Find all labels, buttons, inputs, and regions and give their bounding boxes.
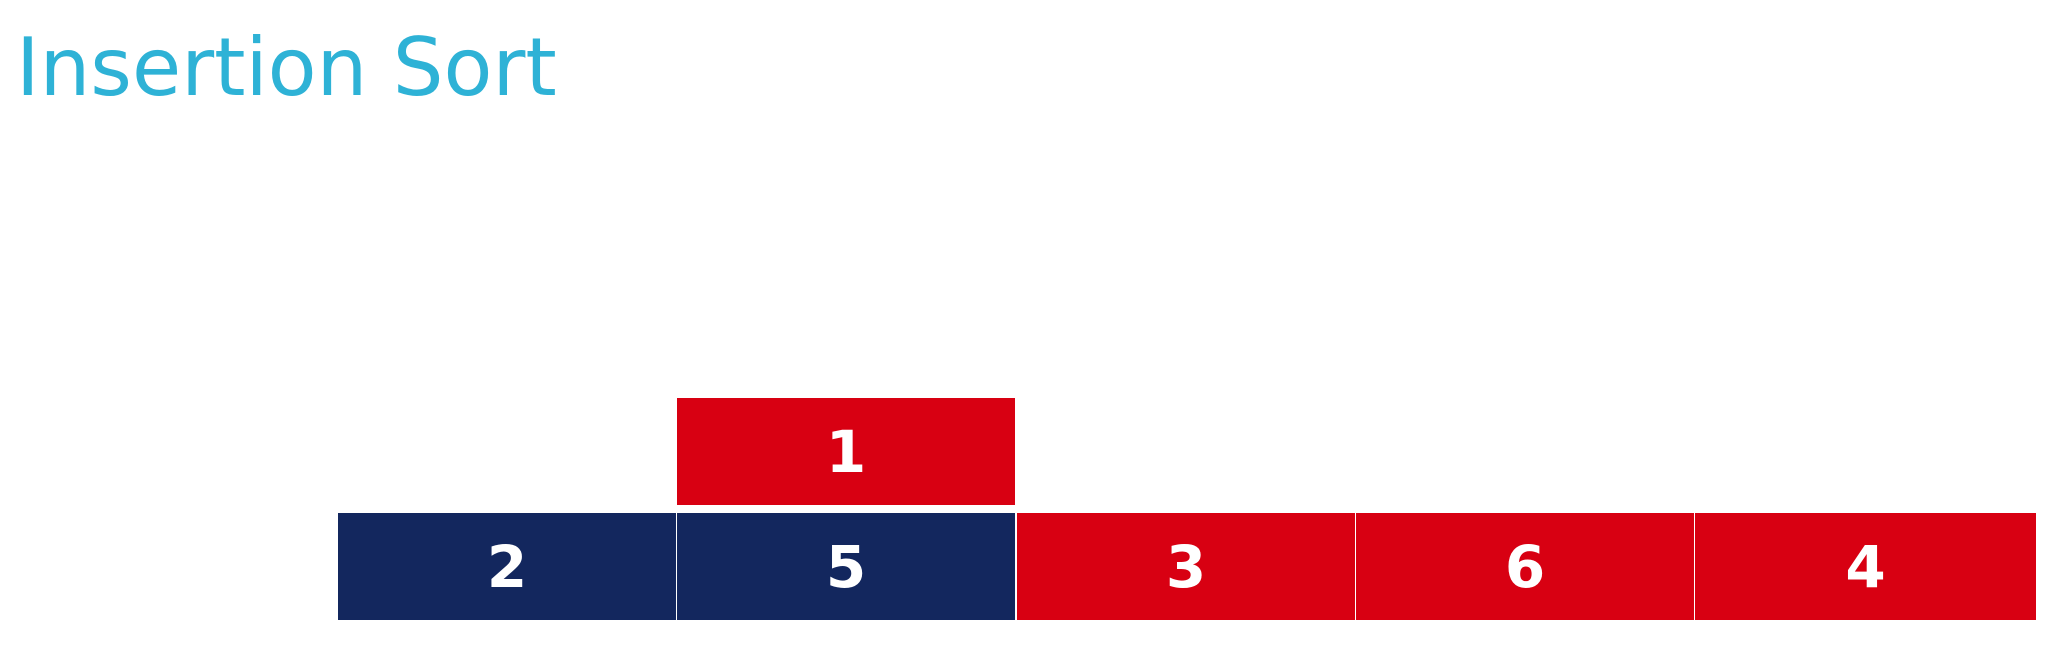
array-cell-2: 3 xyxy=(1017,513,1355,620)
array-cell-value: 3 xyxy=(1165,532,1207,601)
array-cell-value: 6 xyxy=(1504,532,1546,601)
array-cell-0: 2 xyxy=(338,513,676,620)
array-cell-value: 2 xyxy=(486,532,528,601)
key-element-value: 1 xyxy=(825,417,867,486)
array-cell-value: 5 xyxy=(825,532,867,601)
array-cell-4: 4 xyxy=(1695,513,2036,620)
array-cell-value: 4 xyxy=(1845,532,1886,601)
slide-title: Insertion Sort xyxy=(16,21,557,114)
array-cell-1: 5 xyxy=(677,513,1015,620)
key-element-box: 1 xyxy=(677,398,1015,505)
array-cell-3: 6 xyxy=(1356,513,1694,620)
